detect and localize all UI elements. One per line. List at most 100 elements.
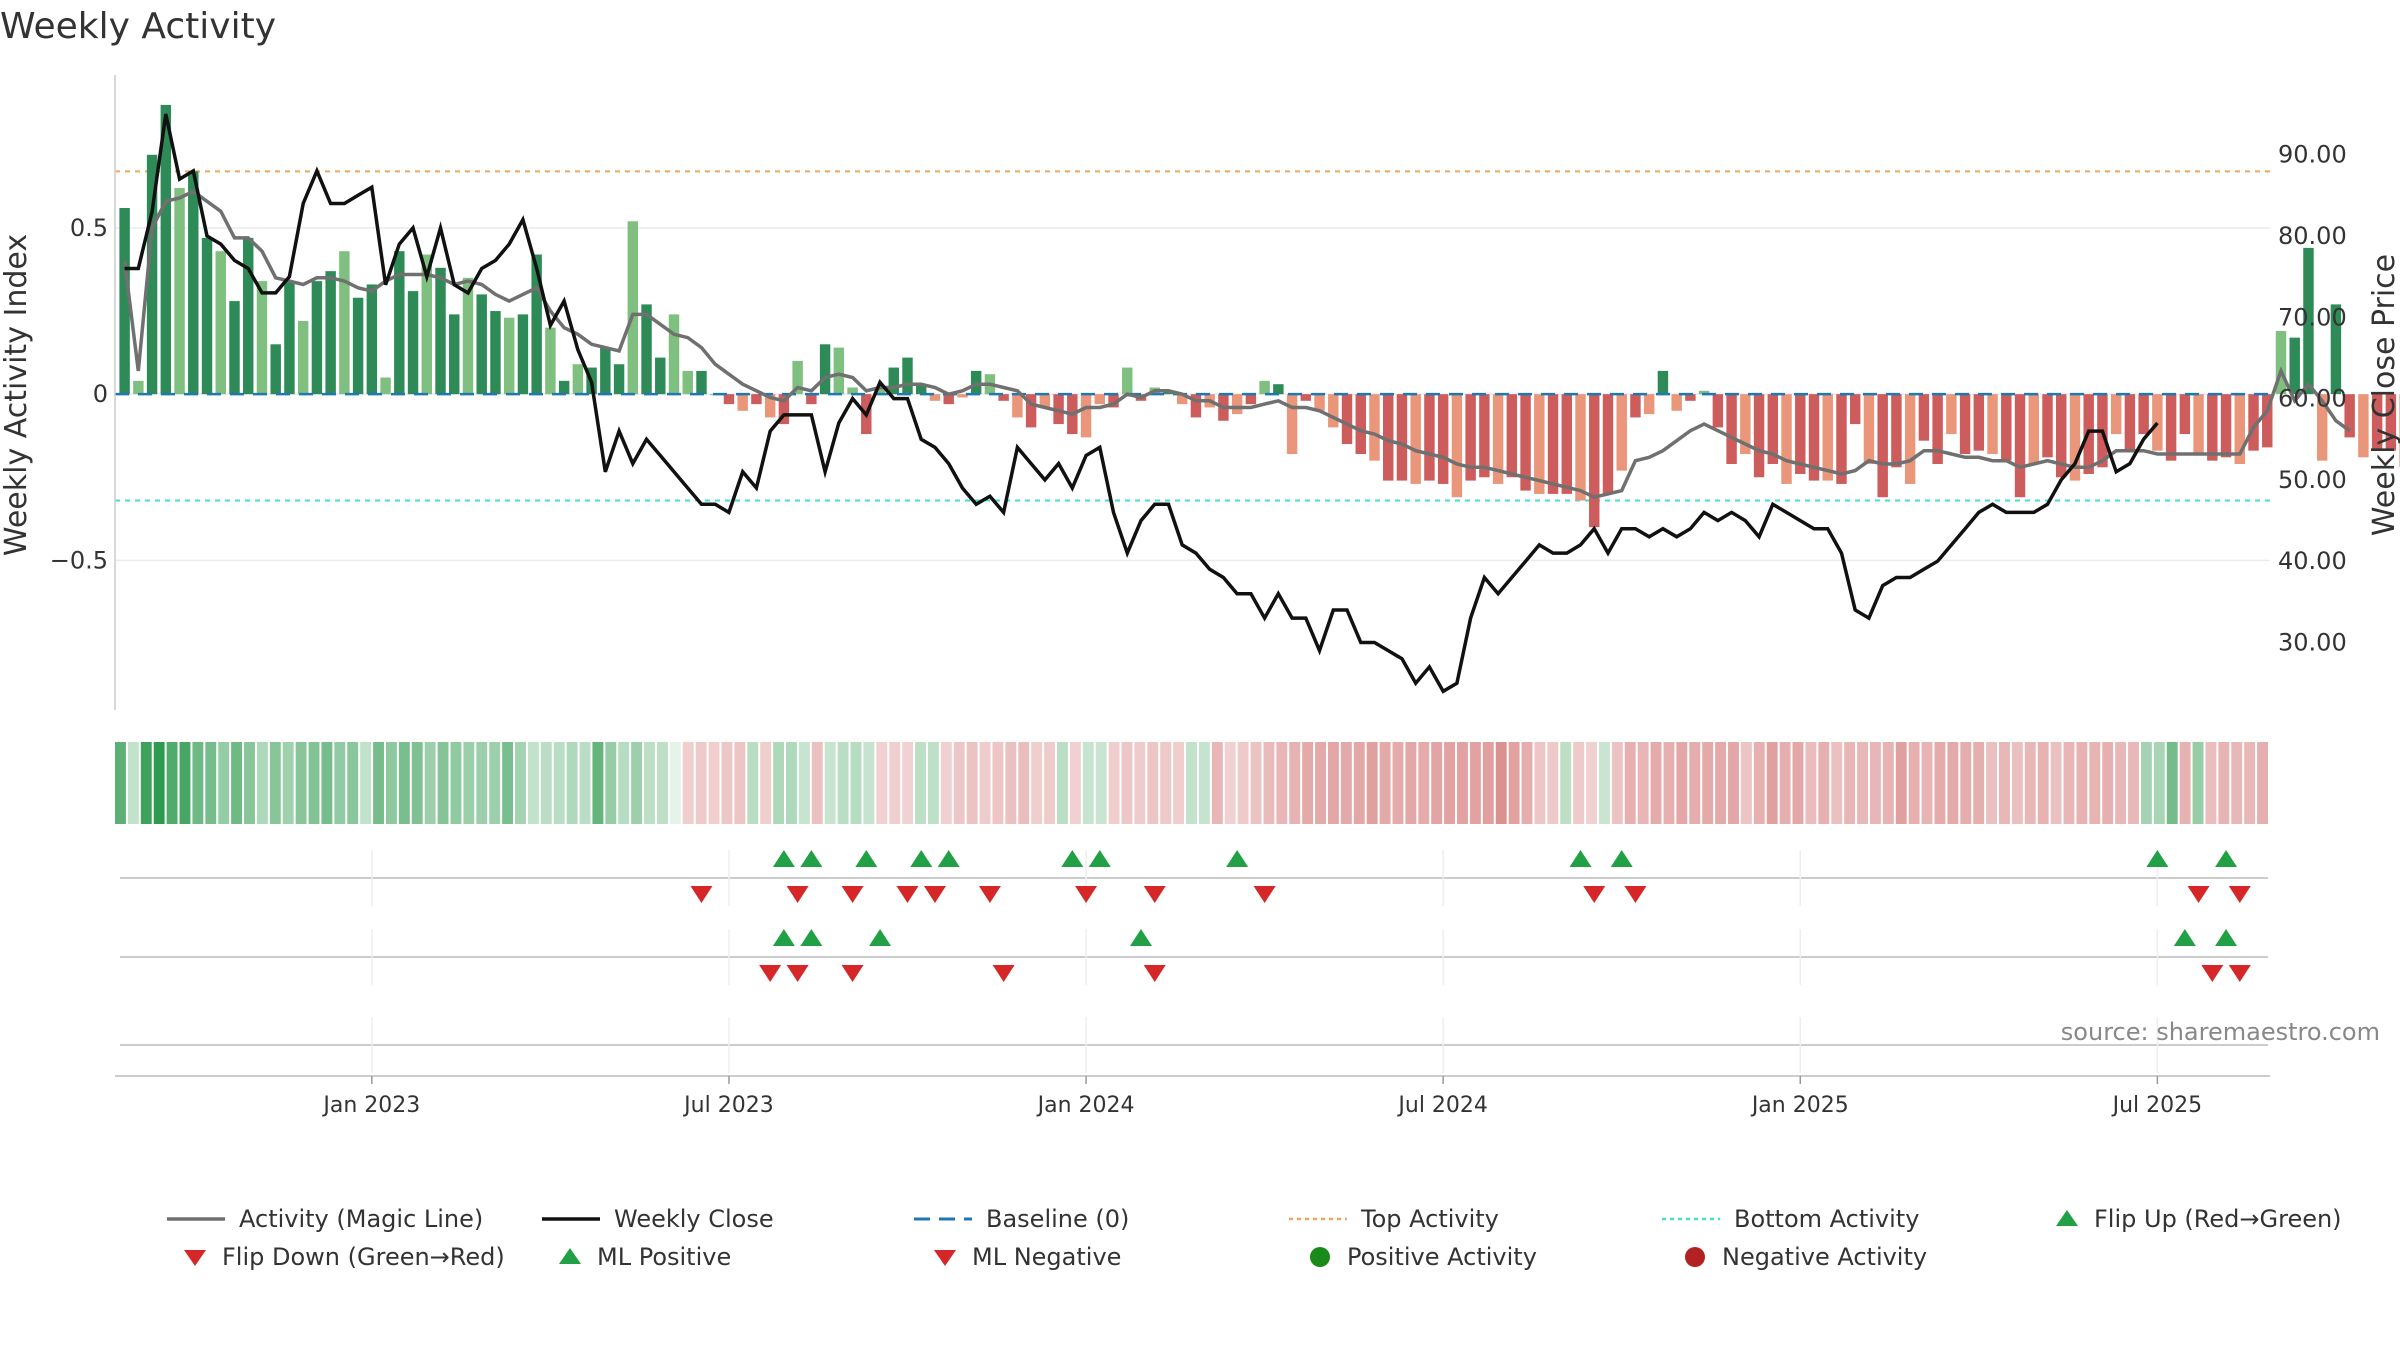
heat-cell	[1650, 742, 1662, 824]
activity-bar	[490, 311, 501, 395]
flip-up-marker	[1088, 850, 1111, 867]
heat-cell	[1160, 742, 1172, 824]
heat-cell	[1921, 742, 1933, 824]
activity-bar	[696, 370, 707, 395]
activity-bar	[1849, 394, 1861, 425]
activity-bar	[2028, 394, 2039, 464]
red-triangle-down-icon	[930, 1245, 972, 1269]
heat-cell	[527, 742, 539, 824]
heat-cell	[1289, 742, 1301, 824]
activity-bar	[847, 387, 858, 395]
activity-bar	[737, 394, 748, 411]
activity-bar	[449, 314, 460, 395]
activity-bar	[1918, 394, 1930, 441]
activity-bar	[339, 251, 350, 395]
activity-bar	[531, 254, 542, 395]
heat-cell	[347, 742, 359, 824]
heat-cell	[231, 742, 243, 824]
heat-cell	[1431, 742, 1443, 824]
chart-title: Weekly Activity	[0, 6, 277, 47]
activity-bar	[1808, 394, 1820, 481]
heat-cell	[1702, 742, 1714, 824]
activity-bar	[1602, 394, 1614, 494]
heat-cell	[166, 742, 178, 824]
legend-label: Top Activity	[1361, 1205, 1499, 1233]
legend-label: Activity (Magic Line)	[239, 1205, 484, 1233]
heat-cell	[631, 742, 643, 824]
heat-cell	[1676, 742, 1688, 824]
heat-cell	[1108, 742, 1120, 824]
activity-bar	[751, 394, 762, 405]
y2-tick-label: 80.00	[2278, 222, 2347, 250]
heat-cell	[747, 742, 759, 824]
y-tick-label: 0.5	[70, 214, 108, 242]
heat-cell	[1082, 742, 1094, 824]
heat-cell	[463, 742, 475, 824]
activity-bar	[1245, 394, 1257, 405]
activity-bar	[1671, 394, 1682, 411]
heat-cell	[398, 742, 410, 824]
activity-bars	[119, 104, 2400, 528]
y-tick-label: 0	[93, 380, 108, 408]
x-tick-label: Jul 2023	[682, 1093, 774, 1118]
heat-cell	[1740, 742, 1752, 824]
heat-cell	[2140, 742, 2152, 824]
activity-bar	[1589, 394, 1600, 528]
activity-bar	[1410, 394, 1421, 484]
flip-up-marker	[1610, 850, 1633, 867]
activity-bar	[188, 171, 199, 395]
activity-bar	[1712, 394, 1724, 428]
heat-cell	[1986, 742, 1998, 824]
legend-label: Weekly Close	[614, 1205, 774, 1233]
green-triangle-up-icon	[2052, 1207, 2094, 1231]
heat-cell	[1934, 742, 1946, 824]
activity-bar	[201, 237, 213, 395]
heat-cell	[411, 742, 423, 824]
activity-bar	[2124, 394, 2136, 451]
activity-heat-strip	[115, 742, 2268, 824]
activity-bar	[1300, 394, 1312, 401]
legend-item: Flip Up (Red→Green)	[2052, 1205, 2342, 1233]
activity-bar	[2344, 394, 2355, 438]
heat-cell	[269, 742, 281, 824]
activity-bar	[1492, 394, 1504, 484]
weekly-close-line	[124, 113, 2159, 694]
ml-positive-marker	[800, 929, 823, 946]
activity-bar	[1080, 394, 1092, 438]
activity-bar	[1575, 394, 1586, 501]
activity-bar	[1190, 394, 1202, 418]
black-line-icon	[540, 1209, 614, 1229]
heat-cell	[1044, 742, 1056, 824]
activity-bar	[916, 384, 927, 395]
heat-cell	[708, 742, 720, 824]
activity-bar	[998, 394, 1009, 401]
heat-cell	[1715, 742, 1727, 824]
activity-bar	[1561, 394, 1572, 494]
y-tick-label: −0.5	[50, 546, 108, 574]
heat-cell	[592, 742, 604, 824]
activity-bar	[1959, 394, 1971, 455]
activity-bar	[1314, 394, 1325, 411]
activity-bar	[2371, 394, 2383, 451]
activity-bar	[1328, 394, 1339, 428]
activity-bar	[2138, 394, 2149, 435]
activity-bar	[1987, 394, 1998, 455]
heat-cell	[1392, 742, 1404, 824]
activity-bar	[2069, 394, 2081, 481]
activity-bar	[215, 251, 226, 395]
red-circle-icon	[1680, 1245, 1722, 1269]
flip-down-marker	[1143, 886, 1166, 903]
ml-negative-marker	[759, 965, 782, 982]
heat-cell	[553, 742, 565, 824]
activity-bar	[119, 207, 130, 395]
heat-cell	[1211, 742, 1223, 824]
heat-cell	[992, 742, 1004, 824]
activity-bar	[2289, 337, 2300, 395]
flip-down-marker	[1583, 886, 1606, 903]
ml-positive-marker	[869, 929, 892, 946]
heat-cell	[1831, 742, 1843, 824]
flip-down-marker	[923, 886, 946, 903]
heat-cell	[1457, 742, 1468, 824]
activity-bar	[1520, 394, 1531, 491]
red-triangle-down-icon	[180, 1245, 222, 1269]
